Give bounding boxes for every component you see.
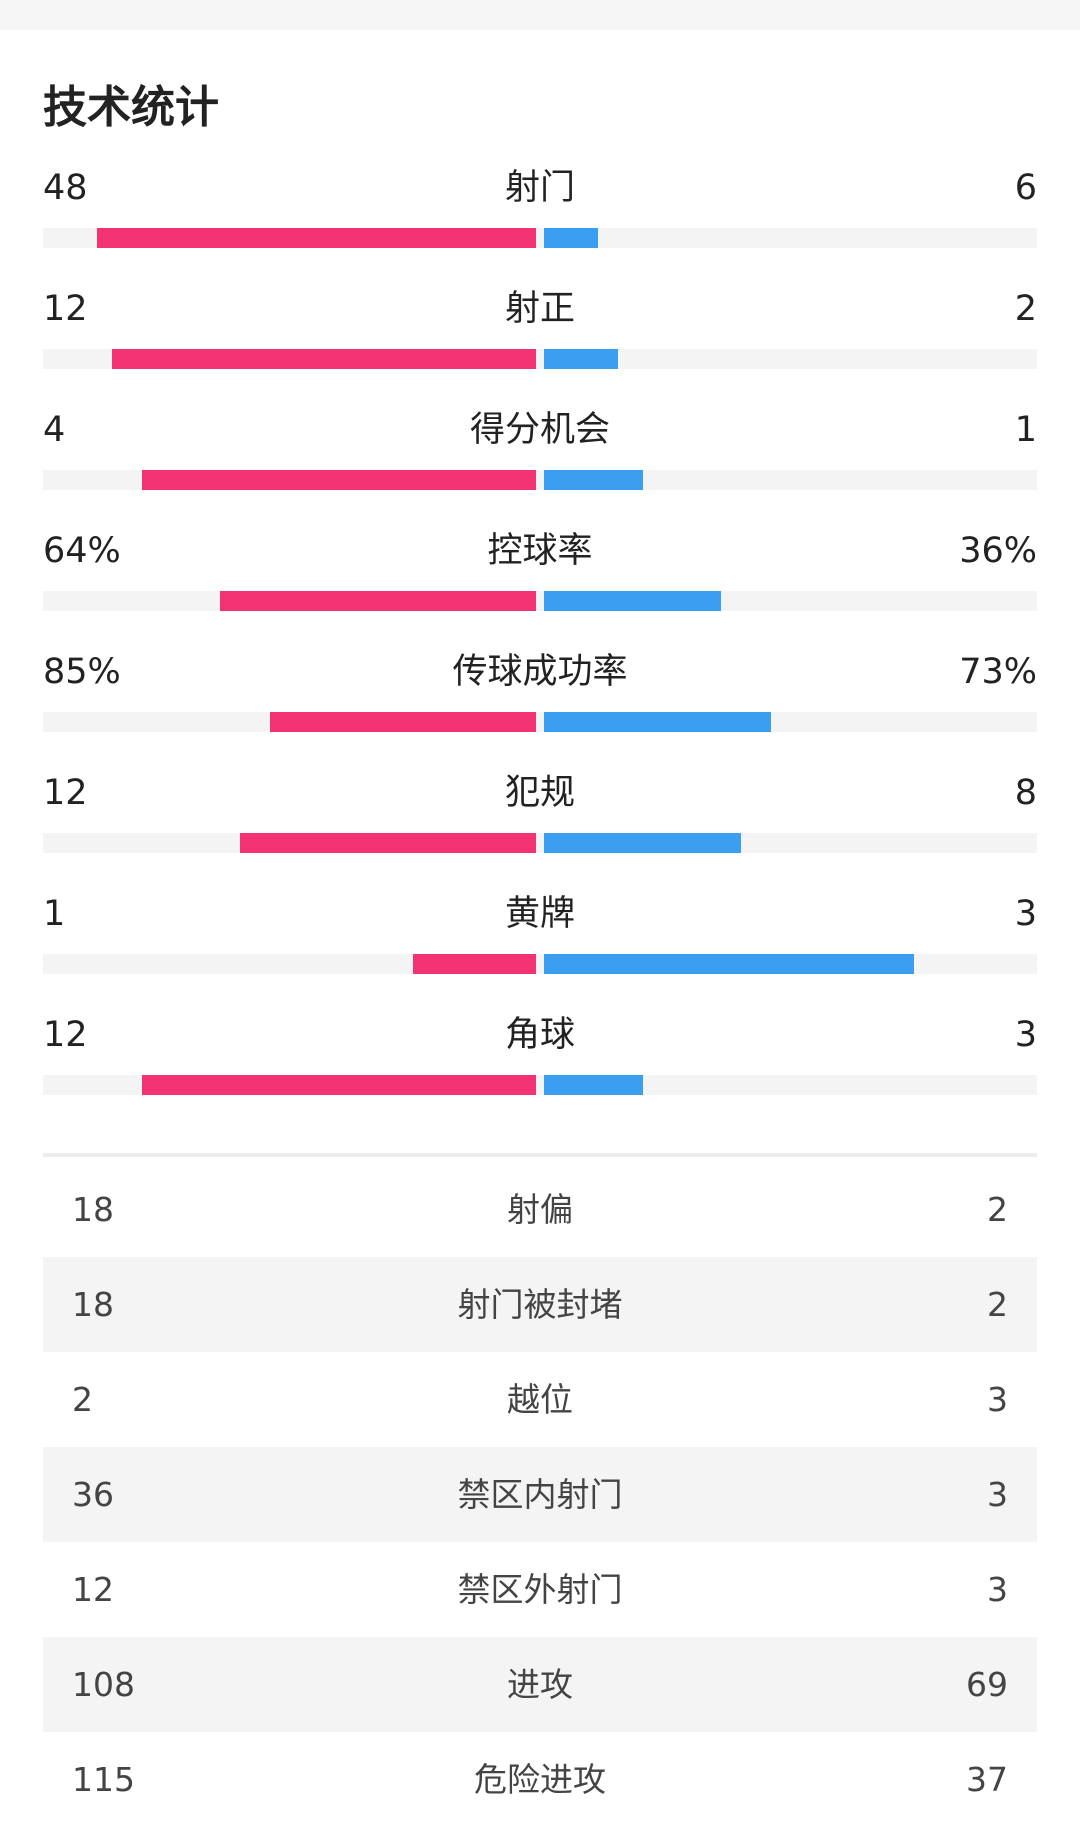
home-bar xyxy=(270,712,536,732)
home-bar xyxy=(220,591,536,611)
stat-row: 12 角球 3 xyxy=(43,1007,1037,1128)
stat-away-value: 8 xyxy=(1014,773,1037,813)
home-bar xyxy=(142,470,536,490)
stat-label: 角球 xyxy=(504,1015,575,1055)
row-label: 禁区内射门 xyxy=(457,1475,623,1514)
away-bar xyxy=(544,1075,643,1095)
stat-bar-track xyxy=(43,1075,1037,1095)
stat-away-value: 36% xyxy=(959,531,1037,571)
stat-row: 48 射门 6 xyxy=(43,160,1037,281)
stat-bar-track xyxy=(43,833,1037,853)
stat-bar-track xyxy=(43,591,1037,611)
stat-home-value: 48 xyxy=(43,168,88,208)
stat-away-value: 6 xyxy=(1014,168,1037,208)
section-divider xyxy=(43,1153,1037,1157)
stat-label: 传球成功率 xyxy=(452,652,628,692)
away-bar xyxy=(544,591,721,611)
stat-away-value: 3 xyxy=(1014,894,1037,934)
row-label: 禁区外射门 xyxy=(457,1570,623,1609)
row-label: 越位 xyxy=(507,1380,573,1419)
stat-home-value: 12 xyxy=(43,289,88,329)
section-title: 技术统计 xyxy=(43,82,219,133)
home-bar xyxy=(112,349,536,369)
stat-home-value: 64% xyxy=(43,531,121,571)
stat-away-value: 1 xyxy=(1014,410,1037,450)
stat-home-value: 1 xyxy=(43,894,66,934)
stat-label: 黄牌 xyxy=(504,894,575,934)
row-label: 射门被封堵 xyxy=(457,1285,623,1324)
stat-bar-track xyxy=(43,349,1037,369)
top-strip xyxy=(0,0,1080,30)
table-row: 18 射门被封堵 2 xyxy=(43,1257,1037,1352)
stat-away-value: 3 xyxy=(1014,1015,1037,1055)
away-bar xyxy=(544,833,741,853)
table-row: 2 越位 3 xyxy=(43,1352,1037,1447)
stat-label: 得分机会 xyxy=(469,410,610,450)
away-bar xyxy=(544,712,771,732)
row-home-value: 12 xyxy=(72,1570,114,1609)
stat-away-value: 2 xyxy=(1014,289,1037,329)
stat-row: 12 射正 2 xyxy=(43,281,1037,402)
row-home-value: 108 xyxy=(72,1665,135,1704)
stat-label: 犯规 xyxy=(504,773,575,813)
row-away-value: 3 xyxy=(987,1570,1008,1609)
row-away-value: 3 xyxy=(987,1380,1008,1419)
away-bar xyxy=(544,954,914,974)
stat-home-value: 4 xyxy=(43,410,66,450)
row-home-value: 18 xyxy=(72,1190,114,1229)
stat-label: 射正 xyxy=(504,289,575,329)
row-label: 射偏 xyxy=(507,1190,573,1229)
row-label: 危险进攻 xyxy=(474,1760,606,1799)
stat-row: 4 得分机会 1 xyxy=(43,402,1037,523)
stat-row: 12 犯规 8 xyxy=(43,765,1037,886)
row-home-value: 18 xyxy=(72,1285,114,1324)
stat-row: 64% 控球率 36% xyxy=(43,523,1037,644)
stat-row: 1 黄牌 3 xyxy=(43,886,1037,1007)
away-bar xyxy=(544,349,618,369)
home-bar xyxy=(97,228,536,248)
stat-label: 控球率 xyxy=(487,531,593,571)
row-home-value: 2 xyxy=(72,1380,93,1419)
stat-home-value: 12 xyxy=(43,773,88,813)
stat-home-value: 12 xyxy=(43,1015,88,1055)
away-bar xyxy=(544,470,643,490)
stat-row: 85% 传球成功率 73% xyxy=(43,644,1037,765)
row-away-value: 2 xyxy=(987,1190,1008,1229)
row-away-value: 69 xyxy=(966,1665,1008,1704)
home-bar xyxy=(240,833,536,853)
row-home-value: 36 xyxy=(72,1475,114,1514)
stat-home-value: 85% xyxy=(43,652,121,692)
stat-bar-track xyxy=(43,712,1037,732)
home-bar xyxy=(142,1075,536,1095)
table-row: 108 进攻 69 xyxy=(43,1637,1037,1732)
table-row: 115 危险进攻 37 xyxy=(43,1732,1037,1827)
row-away-value: 37 xyxy=(966,1760,1008,1799)
stat-bar-track xyxy=(43,954,1037,974)
stat-bar-track xyxy=(43,470,1037,490)
table-row: 36 禁区内射门 3 xyxy=(43,1447,1037,1542)
stat-label: 射门 xyxy=(504,168,575,208)
table-row: 12 禁区外射门 3 xyxy=(43,1542,1037,1637)
stat-away-value: 73% xyxy=(959,652,1037,692)
stat-bar-track xyxy=(43,228,1037,248)
row-label: 进攻 xyxy=(507,1665,573,1704)
home-bar xyxy=(413,954,536,974)
row-away-value: 2 xyxy=(987,1285,1008,1324)
row-away-value: 3 xyxy=(987,1475,1008,1514)
table-row: 18 射偏 2 xyxy=(43,1162,1037,1257)
away-bar xyxy=(544,228,598,248)
row-home-value: 115 xyxy=(72,1760,135,1799)
